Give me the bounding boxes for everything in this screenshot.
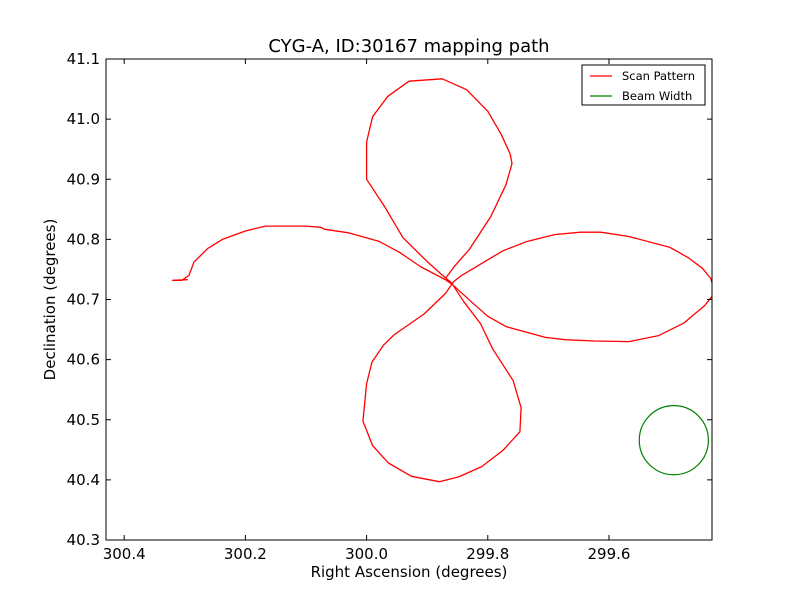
y-tick-label: 40.6 — [67, 351, 100, 369]
legend-box — [581, 64, 706, 106]
y-tick-label: 40.3 — [67, 531, 100, 549]
plot-area — [172, 78, 712, 483]
y-tick-label: 41.0 — [67, 110, 100, 128]
legend-entry-label: Scan Pattern — [622, 69, 695, 83]
y-tick-label: 40.7 — [67, 291, 100, 309]
x-tick-label: 299.8 — [466, 545, 509, 563]
x-tick-label: 300.0 — [345, 545, 388, 563]
x-tick-label: 300.4 — [103, 545, 146, 563]
y-axis-label: Declination (degrees) — [41, 219, 59, 381]
y-tick-label: 40.4 — [67, 471, 100, 489]
scan-pattern-line — [172, 78, 712, 483]
y-tick-label: 41.1 — [67, 50, 100, 68]
y-tick-label: 40.5 — [67, 411, 100, 429]
axis-ticks: 300.4 300.2 300.0 299.8 299.6 40.3 40.4 40.5 40.… — [67, 50, 712, 563]
x-tick-label: 299.6 — [588, 545, 631, 563]
y-tick-label: 40.8 — [67, 230, 100, 248]
beam-width-circle — [638, 405, 709, 476]
y-tick-label: 40.9 — [67, 170, 100, 188]
x-tick-label: 300.2 — [224, 545, 267, 563]
x-axis-label: Right Ascension (degrees) — [311, 563, 508, 581]
chart-title: CYG-A, ID:30167 mapping path — [268, 36, 549, 57]
legend-entry-label: Beam Width — [622, 89, 692, 103]
legend: Scan Pattern Beam Width — [581, 64, 706, 106]
